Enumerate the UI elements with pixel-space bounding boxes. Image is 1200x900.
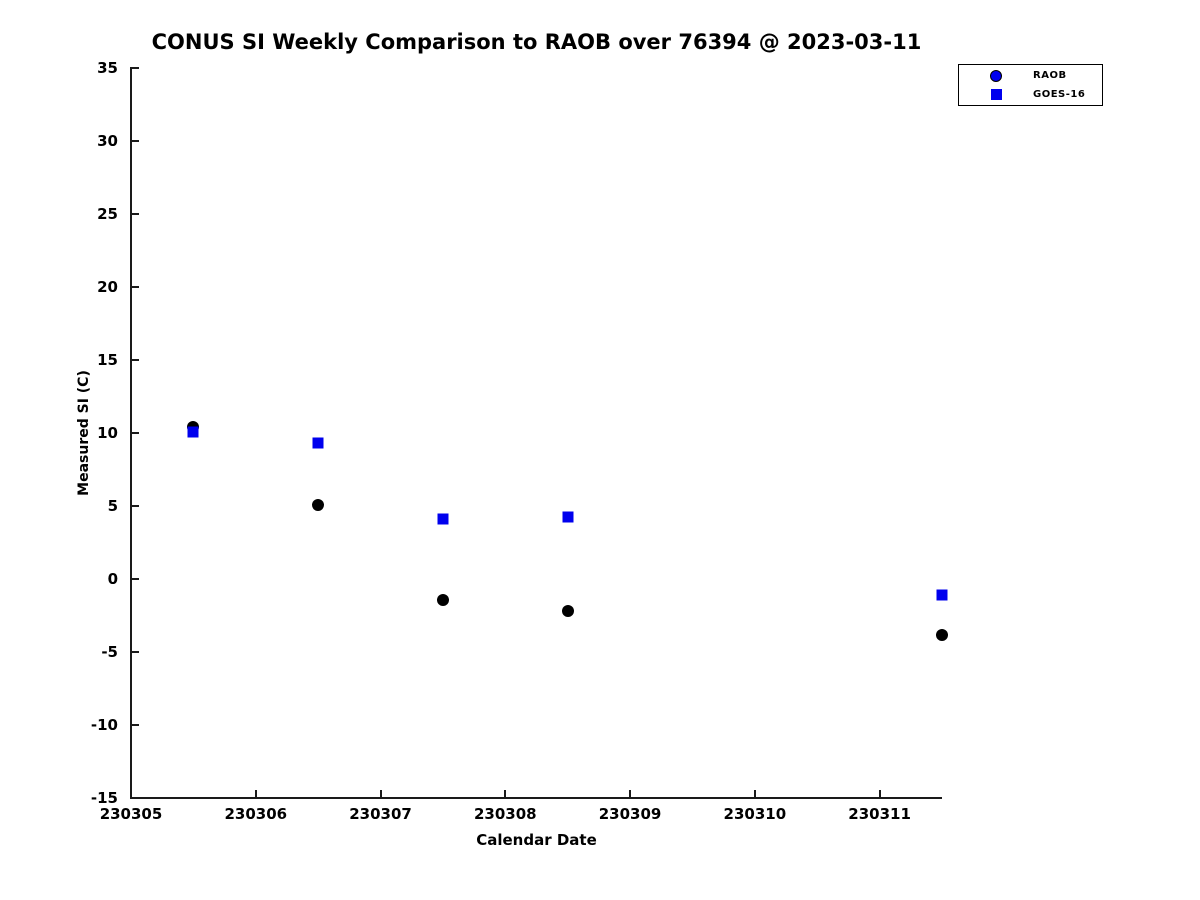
goes-16-marker [312, 437, 324, 449]
square-marker-icon [990, 89, 1002, 100]
goes-16-marker [936, 589, 948, 601]
x-axis-label: Calendar Date [476, 831, 597, 849]
goes-16-marker [187, 426, 199, 438]
y-axis-label: Measured SI (C) [76, 370, 92, 496]
y-tick-mark [131, 213, 139, 215]
x-tick-label: 230305 [99, 805, 163, 823]
x-tick-mark [254, 790, 257, 798]
y-tick-mark [131, 286, 139, 288]
y-tick-mark [131, 67, 139, 69]
y-tick-mark [131, 432, 139, 434]
x-tick-label: 230311 [848, 805, 911, 823]
y-tick-label: 5 [107, 497, 118, 515]
raob-marker [936, 629, 948, 642]
y-tick-mark [131, 797, 139, 799]
y-tick-label: 15 [97, 351, 118, 369]
chart-title: CONUS SI Weekly Comparison to RAOB over … [151, 30, 922, 54]
circle-marker-icon [990, 69, 1002, 82]
y-tick-label: -15 [90, 789, 118, 807]
x-tick-mark [629, 790, 632, 798]
y-tick-label: 20 [97, 278, 118, 296]
x-tick-mark [753, 790, 756, 798]
legend-marker-cell [959, 69, 1033, 82]
legend-entry-goes-16: GOES-16 [959, 87, 1102, 102]
y-tick-label: -5 [101, 643, 118, 661]
x-tick-label: 230307 [349, 805, 412, 823]
x-tick-mark [878, 790, 881, 798]
legend-entry-raob: RAOB [959, 68, 1102, 83]
y-tick-mark [131, 140, 139, 142]
y-tick-label: -10 [90, 716, 118, 734]
y-tick-label: 30 [97, 132, 118, 150]
y-tick-mark [131, 359, 139, 361]
goes-16-marker [562, 511, 574, 523]
goes-16-marker [437, 513, 449, 525]
x-tick-label: 230306 [224, 805, 288, 823]
legend-box: RAOB GOES-16 [958, 64, 1103, 106]
y-tick-label: 25 [97, 205, 118, 223]
x-tick-label: 230310 [723, 805, 787, 823]
legend-label: RAOB [1033, 70, 1067, 81]
x-axis-spine [130, 797, 942, 799]
x-tick-label: 230308 [473, 805, 537, 823]
x-tick-label: 230309 [598, 805, 662, 823]
y-tick-mark [131, 505, 139, 507]
y-tick-mark [131, 578, 139, 580]
legend-label: GOES-16 [1033, 89, 1086, 100]
y-tick-mark [131, 651, 139, 653]
y-tick-label: 0 [107, 570, 118, 588]
x-tick-mark [379, 790, 382, 798]
y-tick-mark [131, 724, 139, 726]
raob-marker [561, 605, 574, 618]
x-tick-mark [130, 790, 132, 798]
y-tick-label: 35 [97, 59, 118, 77]
raob-marker [436, 594, 449, 607]
raob-marker [312, 498, 325, 511]
y-tick-label: 10 [97, 424, 118, 442]
x-tick-mark [504, 790, 507, 798]
legend-marker-cell [959, 89, 1033, 100]
